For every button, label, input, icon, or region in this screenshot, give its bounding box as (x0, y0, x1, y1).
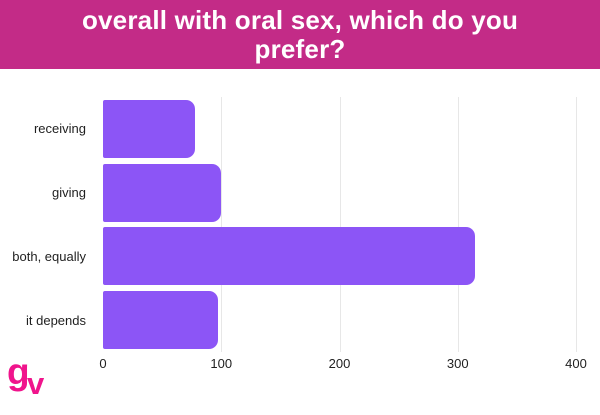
logo-letter-v: v (27, 366, 45, 401)
chart-title: overall with oral sex, which do you pref… (81, 5, 519, 64)
x-tick-label: 200 (328, 356, 351, 371)
bar-row (103, 97, 576, 161)
bars (103, 97, 576, 352)
x-tick-label: 300 (446, 356, 469, 371)
bar (103, 99, 196, 158)
bar-row (103, 161, 576, 225)
gridline (457, 97, 459, 352)
category-label: it depends (26, 312, 86, 328)
x-tick-label: 0 (99, 356, 107, 371)
gv-logo: g v (0, 351, 60, 415)
x-tick-label: 400 (565, 356, 587, 371)
bar (103, 163, 222, 222)
bar-chart (103, 97, 577, 352)
gridline (576, 97, 577, 352)
bar (103, 227, 476, 286)
x-tick-label: 100 (210, 356, 233, 371)
bar-row (103, 288, 576, 352)
category-labels: receiving giving both, equally it depends (0, 97, 95, 352)
category-label: giving (52, 185, 86, 201)
bar-row (103, 225, 576, 289)
gridline (339, 97, 341, 352)
bar (103, 291, 218, 350)
category-label: both, equally (12, 248, 86, 264)
x-axis-ticks: 0 100 200 300 400 (99, 356, 586, 374)
logo-letter-g: g (7, 351, 30, 392)
gridline (221, 97, 223, 352)
category-label: receiving (33, 121, 86, 137)
header-banner: overall with oral sex, which do you pref… (0, 0, 600, 69)
